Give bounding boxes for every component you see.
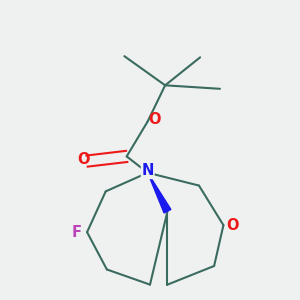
Text: O: O bbox=[226, 218, 239, 233]
Text: F: F bbox=[72, 225, 82, 240]
Text: O: O bbox=[77, 152, 90, 167]
Polygon shape bbox=[148, 173, 171, 213]
Text: O: O bbox=[148, 112, 161, 127]
Text: N: N bbox=[142, 164, 154, 178]
